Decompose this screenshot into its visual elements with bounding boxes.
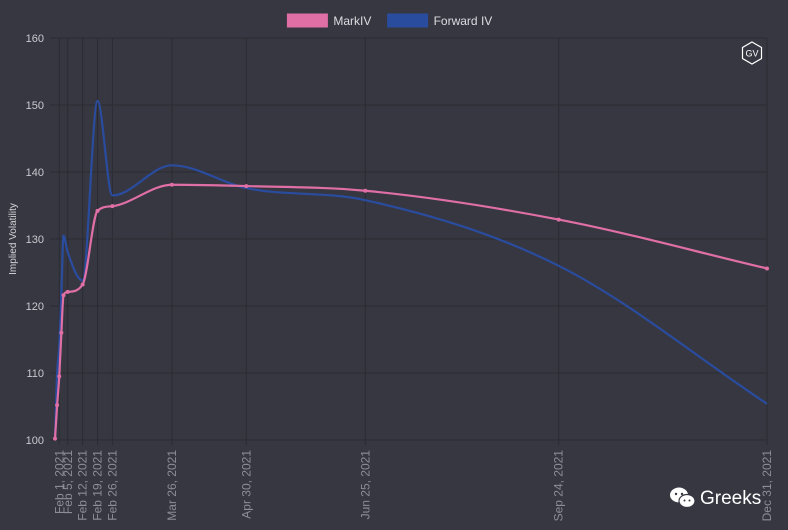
x-tick-label: Feb 26, 2021 bbox=[105, 450, 119, 521]
y-axis-label: Implied Volatility bbox=[8, 203, 19, 275]
data-point-markiv bbox=[80, 282, 85, 287]
y-tick-label: 100 bbox=[26, 435, 44, 447]
legend-swatch bbox=[286, 13, 328, 28]
x-tick-label: Feb 19, 2021 bbox=[91, 450, 105, 521]
legend[interactable]: MarkIV Forward IV bbox=[286, 13, 493, 28]
x-tick-label: Apr 30, 2021 bbox=[239, 450, 253, 519]
legend-item-markiv[interactable]: MarkIV bbox=[286, 13, 371, 28]
y-tick-label: 160 bbox=[26, 33, 44, 45]
y-tick-label: 110 bbox=[26, 368, 44, 380]
y-tick-label: 130 bbox=[26, 234, 44, 246]
data-point-markiv bbox=[110, 204, 115, 209]
y-tick-label: 150 bbox=[26, 100, 44, 112]
x-tick-label: Feb 5, 2021 bbox=[61, 450, 75, 514]
legend-label: Forward IV bbox=[434, 14, 493, 28]
x-tick-label: Feb 12, 2021 bbox=[76, 450, 90, 521]
data-point-markiv bbox=[363, 188, 368, 193]
x-tick-label: Sep 24, 2021 bbox=[552, 450, 566, 522]
series-line-forward-iv bbox=[53, 99, 768, 439]
legend-item-forward-iv[interactable]: Forward IV bbox=[387, 13, 493, 28]
data-point-markiv bbox=[59, 330, 64, 335]
data-point-markiv bbox=[55, 403, 60, 408]
gv-logo-text: GV bbox=[745, 49, 758, 59]
data-point-markiv bbox=[65, 289, 70, 294]
data-point-markiv bbox=[57, 374, 62, 379]
data-point-markiv bbox=[95, 208, 100, 213]
x-tick-label: Dec 31, 2021 bbox=[760, 450, 774, 522]
legend-swatch bbox=[387, 13, 429, 28]
data-point-markiv bbox=[244, 184, 249, 189]
legend-label: MarkIV bbox=[333, 14, 371, 28]
series-line-markiv bbox=[53, 183, 768, 439]
series-layer bbox=[53, 99, 769, 441]
watermark: Greeks bbox=[670, 487, 761, 509]
data-point-markiv bbox=[169, 182, 174, 187]
y-tick-label: 140 bbox=[26, 167, 44, 179]
data-point-markiv bbox=[61, 293, 66, 298]
wechat-icon bbox=[670, 487, 696, 509]
data-point-markiv bbox=[556, 217, 561, 222]
data-point-markiv bbox=[765, 266, 769, 271]
x-tick-label: Mar 26, 2021 bbox=[165, 450, 179, 521]
watermark-text: Greeks bbox=[700, 488, 761, 509]
x-tick-label: Feb 1, 2021 bbox=[52, 450, 66, 514]
data-point-markiv bbox=[53, 436, 57, 441]
grid-lines bbox=[50, 37, 768, 445]
gv-logo: GV bbox=[741, 41, 763, 65]
y-axis: 100 110 120 130 140 150 160 bbox=[26, 33, 44, 447]
x-tick-label: Jun 25, 2021 bbox=[358, 450, 372, 520]
y-tick-label: 120 bbox=[26, 301, 44, 313]
